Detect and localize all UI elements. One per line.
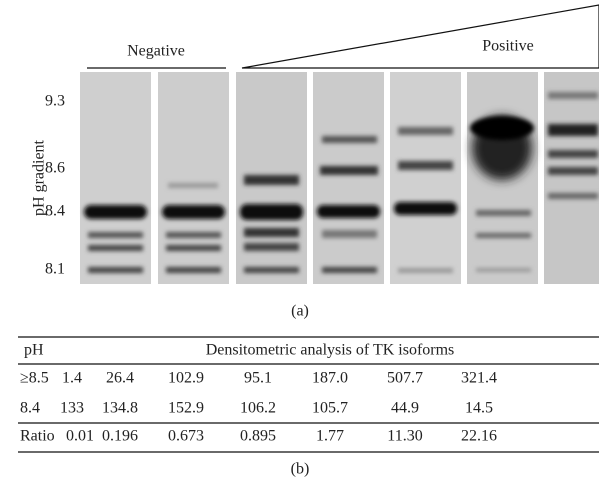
table-cell: 0.196 [102,428,138,445]
ph-tick: 8.6 [45,160,65,177]
table-cell: 11.30 [387,428,422,445]
table-cell: 0.895 [240,428,276,445]
lane [80,72,151,284]
table-cell: 26.4 [106,370,134,387]
gel [80,72,599,284]
positive-label: Positive [482,38,534,55]
table-cell: 134.8 [102,400,138,417]
table-cell: 102.9 [168,370,204,387]
table-cell: 507.7 [387,370,423,387]
table-cell: 321.4 [461,370,497,387]
lane [390,72,461,284]
table-header: pH [24,342,44,359]
table-body: ≥8.5 1.4 26.4 102.9 95.1 187.0 507.7 321.4 8.4 13… [20,370,497,445]
axis-title: pH gradient [31,139,48,216]
lane [158,72,229,284]
ph-tick: 9.3 [45,93,65,110]
positive-wedge [241,4,599,69]
table-cell: 0.673 [168,428,204,445]
lane [313,72,384,284]
table-cell: 187.0 [312,370,348,387]
lane [544,72,599,284]
table-cell: 44.9 [391,400,419,417]
caption-a: (a) [291,303,309,320]
table-cell: 106.2 [240,400,276,417]
table-cell: 1.77 [316,428,344,445]
row-label: Ratio [20,428,55,445]
table-cell: 22.16 [461,428,497,445]
table-cell: 0.01 [66,428,94,445]
table-cell: 95.1 [244,370,272,387]
table-cell: 152.9 [168,400,204,417]
ph-tick: 8.4 [45,203,65,220]
row-label: ≥8.5 [20,370,49,387]
table-cell: 14.5 [465,400,493,417]
row-label: 8.4 [20,400,40,417]
negative-label: Negative [127,43,185,60]
bands [84,92,598,273]
table-cell: 133 [60,400,84,417]
table-header: Densitometric analysis of TK isoforms [206,342,455,359]
smear [470,116,534,140]
caption-b: (b) [291,461,310,478]
table-cell: 1.4 [62,370,82,387]
table-cell: 105.7 [312,400,348,417]
ph-tick: 8.1 [45,261,65,278]
